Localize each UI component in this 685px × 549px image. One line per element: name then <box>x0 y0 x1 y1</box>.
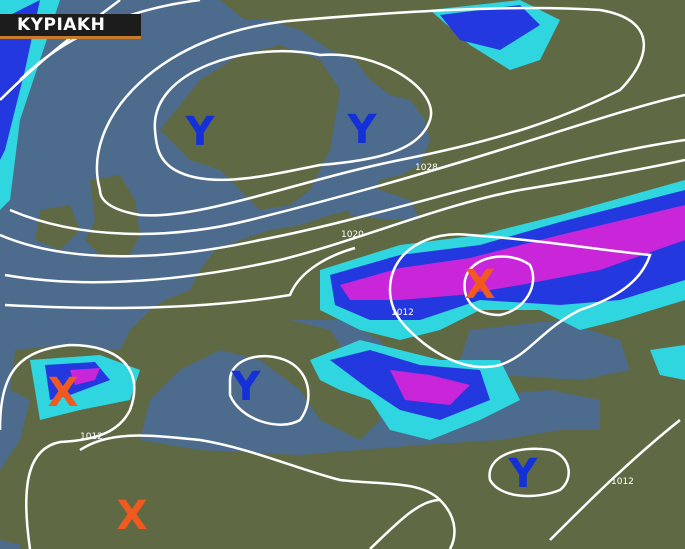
isobar-label-1012: 1012 <box>391 308 414 318</box>
day-title: ΚΥΡΙΑΚΗ <box>17 15 106 35</box>
isobar-label-1012: 1012 <box>611 477 634 487</box>
low-pressure-symbol: Χ <box>48 370 79 416</box>
high-pressure-symbol: Υ <box>347 107 378 153</box>
high-pressure-symbol: Υ <box>185 109 216 155</box>
high-pressure-symbol: Υ <box>231 364 262 410</box>
isobar-label-1028: 1028 <box>415 163 438 173</box>
low-pressure-symbol: Χ <box>465 262 496 308</box>
isobar-label-1012: 1012 <box>80 432 103 442</box>
low-pressure-symbol: Χ <box>117 493 148 539</box>
pressure-centers: Υ Υ Υ Υ Χ Χ Χ <box>48 107 539 539</box>
precipitation <box>0 0 685 440</box>
day-title-bar: ΚΥΡΙΑΚΗ <box>0 14 141 39</box>
high-pressure-symbol: Υ <box>508 451 539 497</box>
isobar-label-1020: 1020 <box>341 230 364 240</box>
